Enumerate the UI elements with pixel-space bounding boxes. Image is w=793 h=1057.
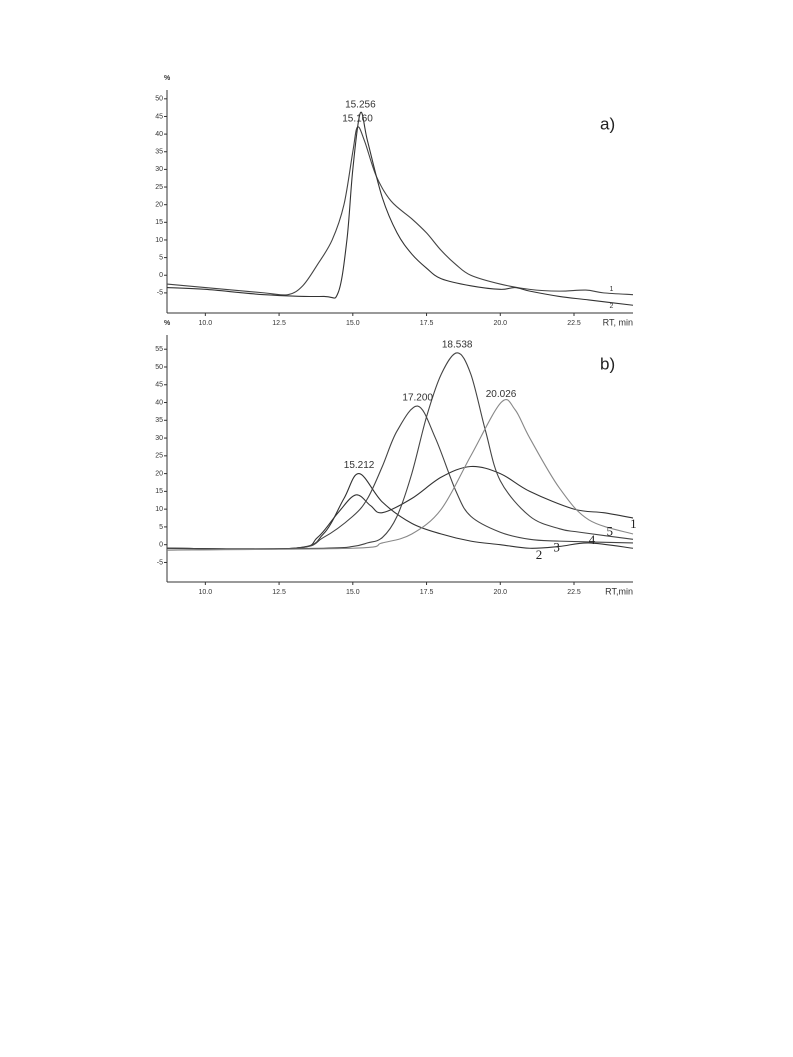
y-tick-label: 25 bbox=[155, 184, 163, 191]
y-tick-label: -5 bbox=[157, 559, 163, 566]
y-tick-label: 30 bbox=[155, 435, 163, 442]
series-label: 1 bbox=[609, 286, 613, 293]
series-label: 3 bbox=[553, 540, 560, 555]
y-tick-label: 20 bbox=[155, 470, 163, 477]
x-tick-label: 17.5 bbox=[420, 589, 434, 596]
y-tick-label: 45 bbox=[155, 113, 163, 120]
y-tick-label: 0 bbox=[159, 272, 163, 279]
x-tick-label: 20.0 bbox=[493, 320, 507, 327]
y-tick-label: 55 bbox=[155, 346, 163, 353]
series-line bbox=[166, 473, 634, 550]
series-label: 2 bbox=[536, 547, 543, 562]
x-tick-label: 22.5 bbox=[567, 589, 581, 596]
panel-label: b) bbox=[600, 354, 615, 373]
series-label: 4 bbox=[589, 532, 596, 547]
series-line bbox=[166, 399, 634, 551]
series-line bbox=[166, 352, 634, 551]
y-axis-label: % bbox=[164, 75, 171, 82]
x-tick-label: 12.5 bbox=[272, 589, 286, 596]
x-axis-label: RT,min bbox=[605, 586, 633, 596]
x-tick-label: 15.0 bbox=[346, 589, 360, 596]
x-tick-label: 15.0 bbox=[346, 320, 360, 327]
peak-label: 15.212 bbox=[344, 460, 375, 471]
y-tick-label: 5 bbox=[159, 524, 163, 531]
y-tick-label: 35 bbox=[155, 417, 163, 424]
y-tick-label: 50 bbox=[155, 96, 163, 103]
series-label: 2 bbox=[609, 303, 613, 310]
y-tick-label: 10 bbox=[155, 237, 163, 244]
peak-label: 15.256 bbox=[345, 100, 376, 111]
series-line bbox=[166, 405, 634, 550]
y-tick-label: 45 bbox=[155, 382, 163, 389]
series-label: 1 bbox=[630, 516, 637, 531]
y-tick-label: 35 bbox=[155, 149, 163, 156]
peak-label: 17.200 bbox=[402, 393, 433, 404]
series-line bbox=[166, 111, 634, 306]
y-tick-label: -5 bbox=[157, 290, 163, 297]
y-tick-label: 0 bbox=[159, 542, 163, 549]
y-tick-label: 50 bbox=[155, 364, 163, 371]
y-tick-label: 10 bbox=[155, 506, 163, 513]
y-tick-label: 20 bbox=[155, 202, 163, 209]
x-tick-label: 12.5 bbox=[272, 320, 286, 327]
peak-label: 15.160 bbox=[342, 114, 373, 125]
series-line bbox=[166, 126, 634, 296]
y-tick-label: 15 bbox=[155, 488, 163, 495]
x-tick-label: 10.0 bbox=[199, 320, 213, 327]
peak-label: 18.538 bbox=[442, 339, 473, 350]
panel-label: a) bbox=[600, 114, 615, 133]
peak-label: 20.026 bbox=[486, 389, 517, 400]
y-tick-label: 25 bbox=[155, 453, 163, 460]
y-axis-label: % bbox=[164, 320, 171, 327]
y-tick-label: 30 bbox=[155, 166, 163, 173]
y-tick-label: 5 bbox=[159, 254, 163, 261]
x-tick-label: 17.5 bbox=[420, 320, 434, 327]
y-tick-label: 40 bbox=[155, 399, 163, 406]
x-axis-label: RT, min bbox=[603, 317, 633, 327]
x-tick-label: 20.0 bbox=[493, 589, 507, 596]
x-tick-label: 22.5 bbox=[567, 320, 581, 327]
series-line bbox=[166, 465, 634, 550]
series-label: 5 bbox=[607, 524, 614, 539]
y-tick-label: 15 bbox=[155, 219, 163, 226]
y-tick-label: 40 bbox=[155, 131, 163, 138]
x-tick-label: 10.0 bbox=[199, 589, 213, 596]
